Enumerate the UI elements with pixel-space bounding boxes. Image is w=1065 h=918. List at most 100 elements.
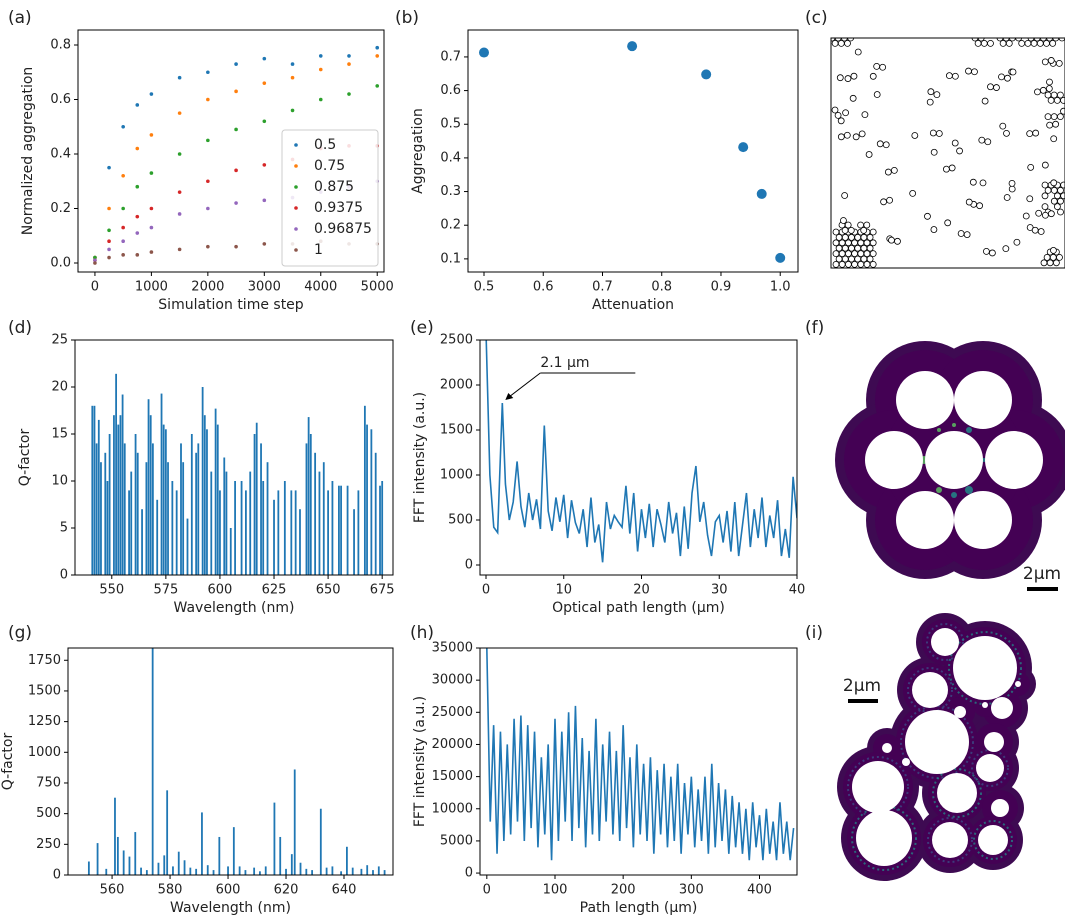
particle [861, 234, 867, 240]
y-tick-label: 0.5 [440, 117, 461, 132]
point [206, 139, 210, 143]
particle [858, 261, 864, 267]
particle [1032, 227, 1038, 233]
hole [925, 431, 983, 489]
x-tick-label: 5000 [361, 280, 394, 295]
y-tick-label: 0.2 [440, 218, 461, 233]
particle [842, 234, 848, 240]
particle [1050, 40, 1056, 46]
particle [936, 131, 942, 137]
x-tick-label: 100 [543, 883, 568, 898]
y-tick-label: 5 [60, 521, 68, 536]
bar [184, 860, 186, 875]
bar [253, 868, 255, 875]
particle [850, 95, 856, 101]
point [135, 147, 139, 151]
bar [326, 868, 328, 875]
particle [979, 137, 985, 143]
particle [952, 73, 958, 79]
particle [861, 256, 867, 262]
y-tick-label: 1000 [440, 468, 473, 483]
particle [1004, 75, 1010, 81]
field-hotspot [966, 427, 972, 433]
particle [1003, 130, 1009, 136]
particle [1053, 260, 1059, 266]
point [121, 174, 125, 178]
bar [379, 486, 381, 575]
panel-label: (e) [410, 318, 434, 338]
bar [122, 395, 124, 575]
y-tick-label: 0.3 [440, 184, 461, 199]
point [263, 119, 267, 123]
particle [849, 256, 855, 262]
bar [204, 415, 206, 575]
bar [107, 481, 109, 575]
field-map-f [835, 341, 1065, 579]
particle [1042, 193, 1048, 199]
particle [840, 217, 846, 223]
particle [982, 98, 988, 104]
legend-label: 1 [314, 242, 323, 258]
particle [1027, 196, 1033, 202]
bar [105, 869, 107, 875]
hole [882, 743, 892, 753]
point [263, 81, 267, 85]
bar [226, 472, 228, 575]
line [486, 331, 797, 562]
bar [88, 862, 90, 875]
bar [129, 857, 131, 875]
y-tick-label: 5000 [440, 833, 473, 848]
particle [1006, 40, 1012, 46]
point [234, 201, 238, 205]
x-tick-label: 575 [153, 583, 178, 598]
particle [835, 112, 841, 118]
particle [836, 245, 842, 251]
hole [976, 754, 1004, 782]
particle [836, 256, 842, 262]
point [775, 253, 785, 263]
particle [1061, 97, 1065, 103]
particle [855, 245, 861, 251]
y-axis-label: Normalized aggregation [20, 67, 36, 236]
point [347, 62, 351, 66]
panel-label: (a) [8, 8, 32, 28]
bar [94, 406, 96, 575]
point [319, 54, 323, 58]
bar [123, 850, 125, 875]
bar [219, 490, 221, 575]
y-tick-label: 0 [60, 568, 68, 583]
particle [1040, 87, 1046, 93]
particle [949, 165, 955, 171]
particle [988, 40, 994, 46]
point [375, 46, 379, 50]
particle [844, 132, 850, 138]
bar [97, 843, 99, 875]
bar [353, 509, 355, 575]
field-hotspot [937, 428, 941, 432]
particle [1050, 254, 1056, 260]
particle [838, 134, 844, 140]
y-tick-label: 0 [53, 868, 61, 883]
particle [989, 250, 995, 256]
y-tick-label: 20 [51, 380, 68, 395]
particle [1044, 254, 1050, 260]
bar [150, 415, 152, 575]
axes-frame [468, 30, 798, 272]
x-tick-label: 0.7 [592, 280, 613, 295]
bar [207, 865, 209, 875]
y-axis-label: FFT intensity (a.u.) [412, 696, 428, 827]
bar [378, 866, 380, 875]
bar [152, 648, 154, 875]
point [479, 48, 489, 58]
particle [1048, 57, 1054, 63]
particle [943, 166, 949, 172]
bar [308, 417, 310, 575]
bar [306, 443, 308, 575]
bar [384, 870, 386, 875]
bar [141, 509, 143, 575]
point [93, 261, 97, 265]
particle [870, 251, 876, 257]
point [135, 103, 139, 107]
particle [858, 222, 864, 228]
